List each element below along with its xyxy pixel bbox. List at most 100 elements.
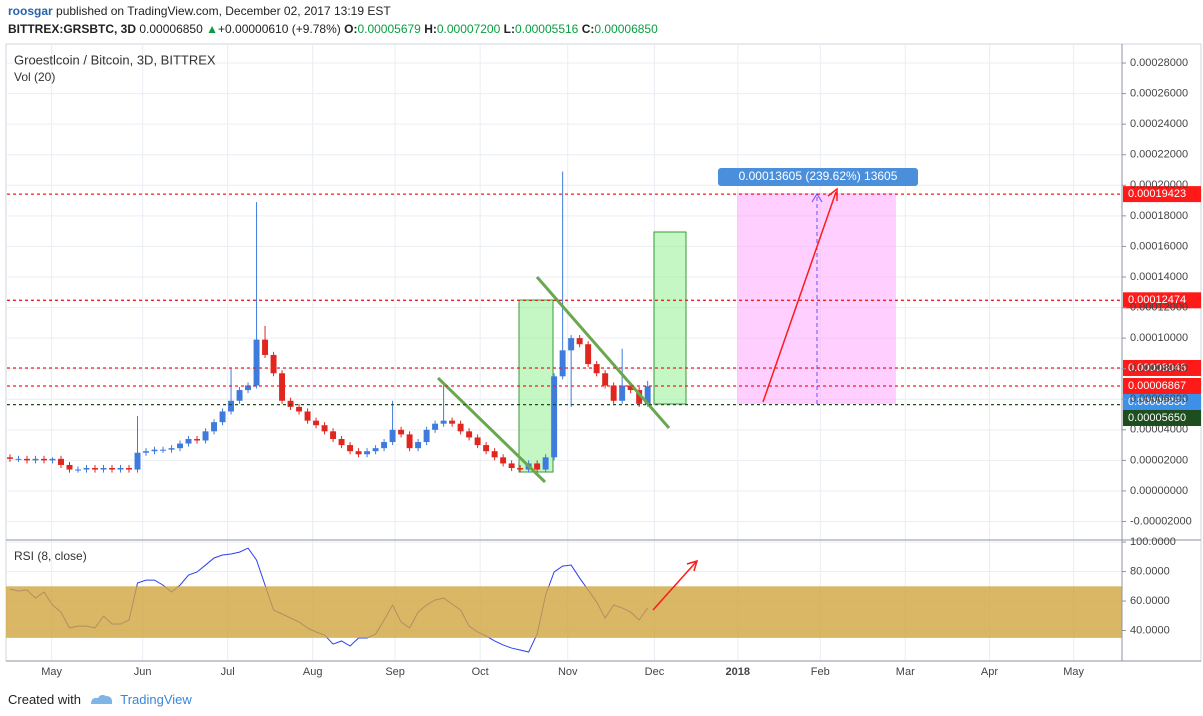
y-tick-label: 0.00006000 — [1130, 393, 1188, 405]
candle-body — [143, 451, 149, 453]
y-tick-label: 0.00004000 — [1130, 424, 1188, 436]
candle-body — [474, 437, 481, 446]
candle-body — [440, 420, 447, 424]
candle-body — [24, 458, 30, 461]
rsi-label: RSI (8, close) — [14, 549, 87, 563]
candle-body — [304, 411, 311, 421]
logo-cloud — [90, 694, 112, 704]
measure-label: 0.00013605 (239.62%) 13605 — [739, 169, 898, 183]
up-arrow: ▲ — [206, 22, 218, 36]
h-value: 0.00007200 — [436, 22, 501, 36]
candle-body — [15, 458, 22, 460]
candle-body — [177, 443, 184, 449]
box — [653, 231, 687, 405]
candle-body — [457, 423, 464, 432]
candle-body — [287, 400, 294, 407]
x-tick-label: Apr — [981, 666, 998, 678]
l-label: L: — [503, 22, 515, 36]
candle-body — [559, 350, 566, 377]
candle-body — [270, 354, 277, 374]
candle-body — [542, 457, 549, 470]
level-label: 0.00019423 — [1128, 188, 1186, 200]
candle-body — [185, 438, 192, 444]
candle-body — [83, 468, 90, 470]
y-tick-label: 80.0000 — [1130, 565, 1170, 577]
candle-body — [236, 390, 243, 401]
candle-body — [398, 429, 405, 435]
candle-body — [347, 445, 354, 452]
y-tick-label: 60.0000 — [1130, 595, 1170, 607]
candle-body — [338, 438, 345, 446]
level-label: 0.00006867 — [1128, 380, 1186, 392]
x-tick-label: Mar — [896, 666, 915, 678]
symbol: BITTREX:GRSBTC, 3D — [8, 22, 137, 36]
level-tag — [1123, 359, 1201, 376]
y-tick-label: 0.00012000 — [1130, 301, 1188, 313]
candle-body — [92, 468, 98, 470]
candle-body — [602, 373, 609, 386]
user-link[interactable]: roosgar — [8, 4, 53, 18]
candle-body — [202, 431, 209, 441]
candle-body — [355, 451, 362, 455]
candle-body — [483, 445, 490, 452]
footer: Created with TradingView — [8, 690, 192, 707]
x-tick-label: May — [41, 666, 62, 678]
candle-body — [168, 448, 175, 450]
candle-body — [7, 457, 13, 459]
candle-body — [627, 385, 634, 391]
candle-body — [228, 400, 235, 412]
candle-body — [117, 468, 124, 470]
y-tick-label: 100.0000 — [1130, 536, 1176, 548]
drawings: 0.00013605 (239.62%) 13605 — [436, 168, 918, 611]
brand-link[interactable]: TradingView — [120, 692, 192, 707]
axes: May Jun Jul Aug Sep Oct Nov Dec 2018 Feb Mar Apr May… — [6, 44, 1201, 678]
candle-body — [534, 463, 541, 470]
chart: 0.00013605 (239.62%) 13605 0.000194230.0… — [5, 43, 1202, 678]
x-tick-label: Jul — [221, 666, 235, 678]
trend-line — [436, 376, 547, 484]
candle-body — [245, 385, 252, 391]
candle-body — [423, 429, 430, 443]
y-tick-label: 0.00002000 — [1130, 454, 1188, 466]
y-tick-label: -0.00002000 — [1130, 515, 1192, 527]
candle-body — [415, 442, 422, 449]
y-tick-label: 0.00024000 — [1130, 118, 1188, 130]
x-tick-label: May — [1063, 666, 1084, 678]
change: +0.00000610 (+9.78%) — [218, 22, 341, 36]
l-value: 0.00005516 — [514, 22, 579, 36]
x-tick-label: Dec — [645, 666, 665, 678]
trend-line — [535, 276, 671, 429]
volume-label: Vol (20) — [14, 70, 55, 84]
candle-body — [330, 431, 337, 439]
publish-line: roosgar published on TradingView.com, De… — [8, 4, 391, 18]
candle-body — [568, 338, 575, 351]
level-label: 0.00008046 — [1128, 362, 1186, 374]
candle-body — [500, 457, 507, 464]
arrow — [762, 191, 837, 403]
candle-body — [100, 468, 107, 470]
candle-body — [593, 364, 600, 374]
x-tick-label: 2018 — [726, 666, 750, 678]
candle-body — [364, 451, 371, 455]
x-tick-label: Sep — [385, 666, 405, 678]
y-tick-label: 0.00018000 — [1130, 210, 1188, 222]
chart-title: Groestlcoin / Bitcoin, 3D, BITTREX — [14, 52, 216, 67]
candle-body — [296, 406, 303, 412]
level-label: 0.00006850 — [1128, 396, 1186, 408]
c-value: 0.00006850 — [594, 22, 658, 36]
candle-body — [381, 442, 388, 449]
candle-body — [372, 448, 379, 452]
rsi-pane — [6, 547, 1122, 653]
candle-body — [576, 338, 583, 345]
measure-box — [718, 168, 918, 186]
candles — [7, 171, 651, 473]
o-value: 0.00005679 — [357, 22, 421, 36]
candle-body — [619, 385, 626, 401]
x-tick-label: Feb — [811, 666, 830, 678]
candle-body — [49, 458, 56, 461]
x-tick-label: Nov — [558, 666, 578, 678]
y-tick-label: 0.00016000 — [1130, 240, 1188, 252]
y-tick-label: 0.00014000 — [1130, 271, 1188, 283]
candle-body — [491, 451, 498, 458]
y-tick-label: 0.00020000 — [1130, 179, 1188, 191]
